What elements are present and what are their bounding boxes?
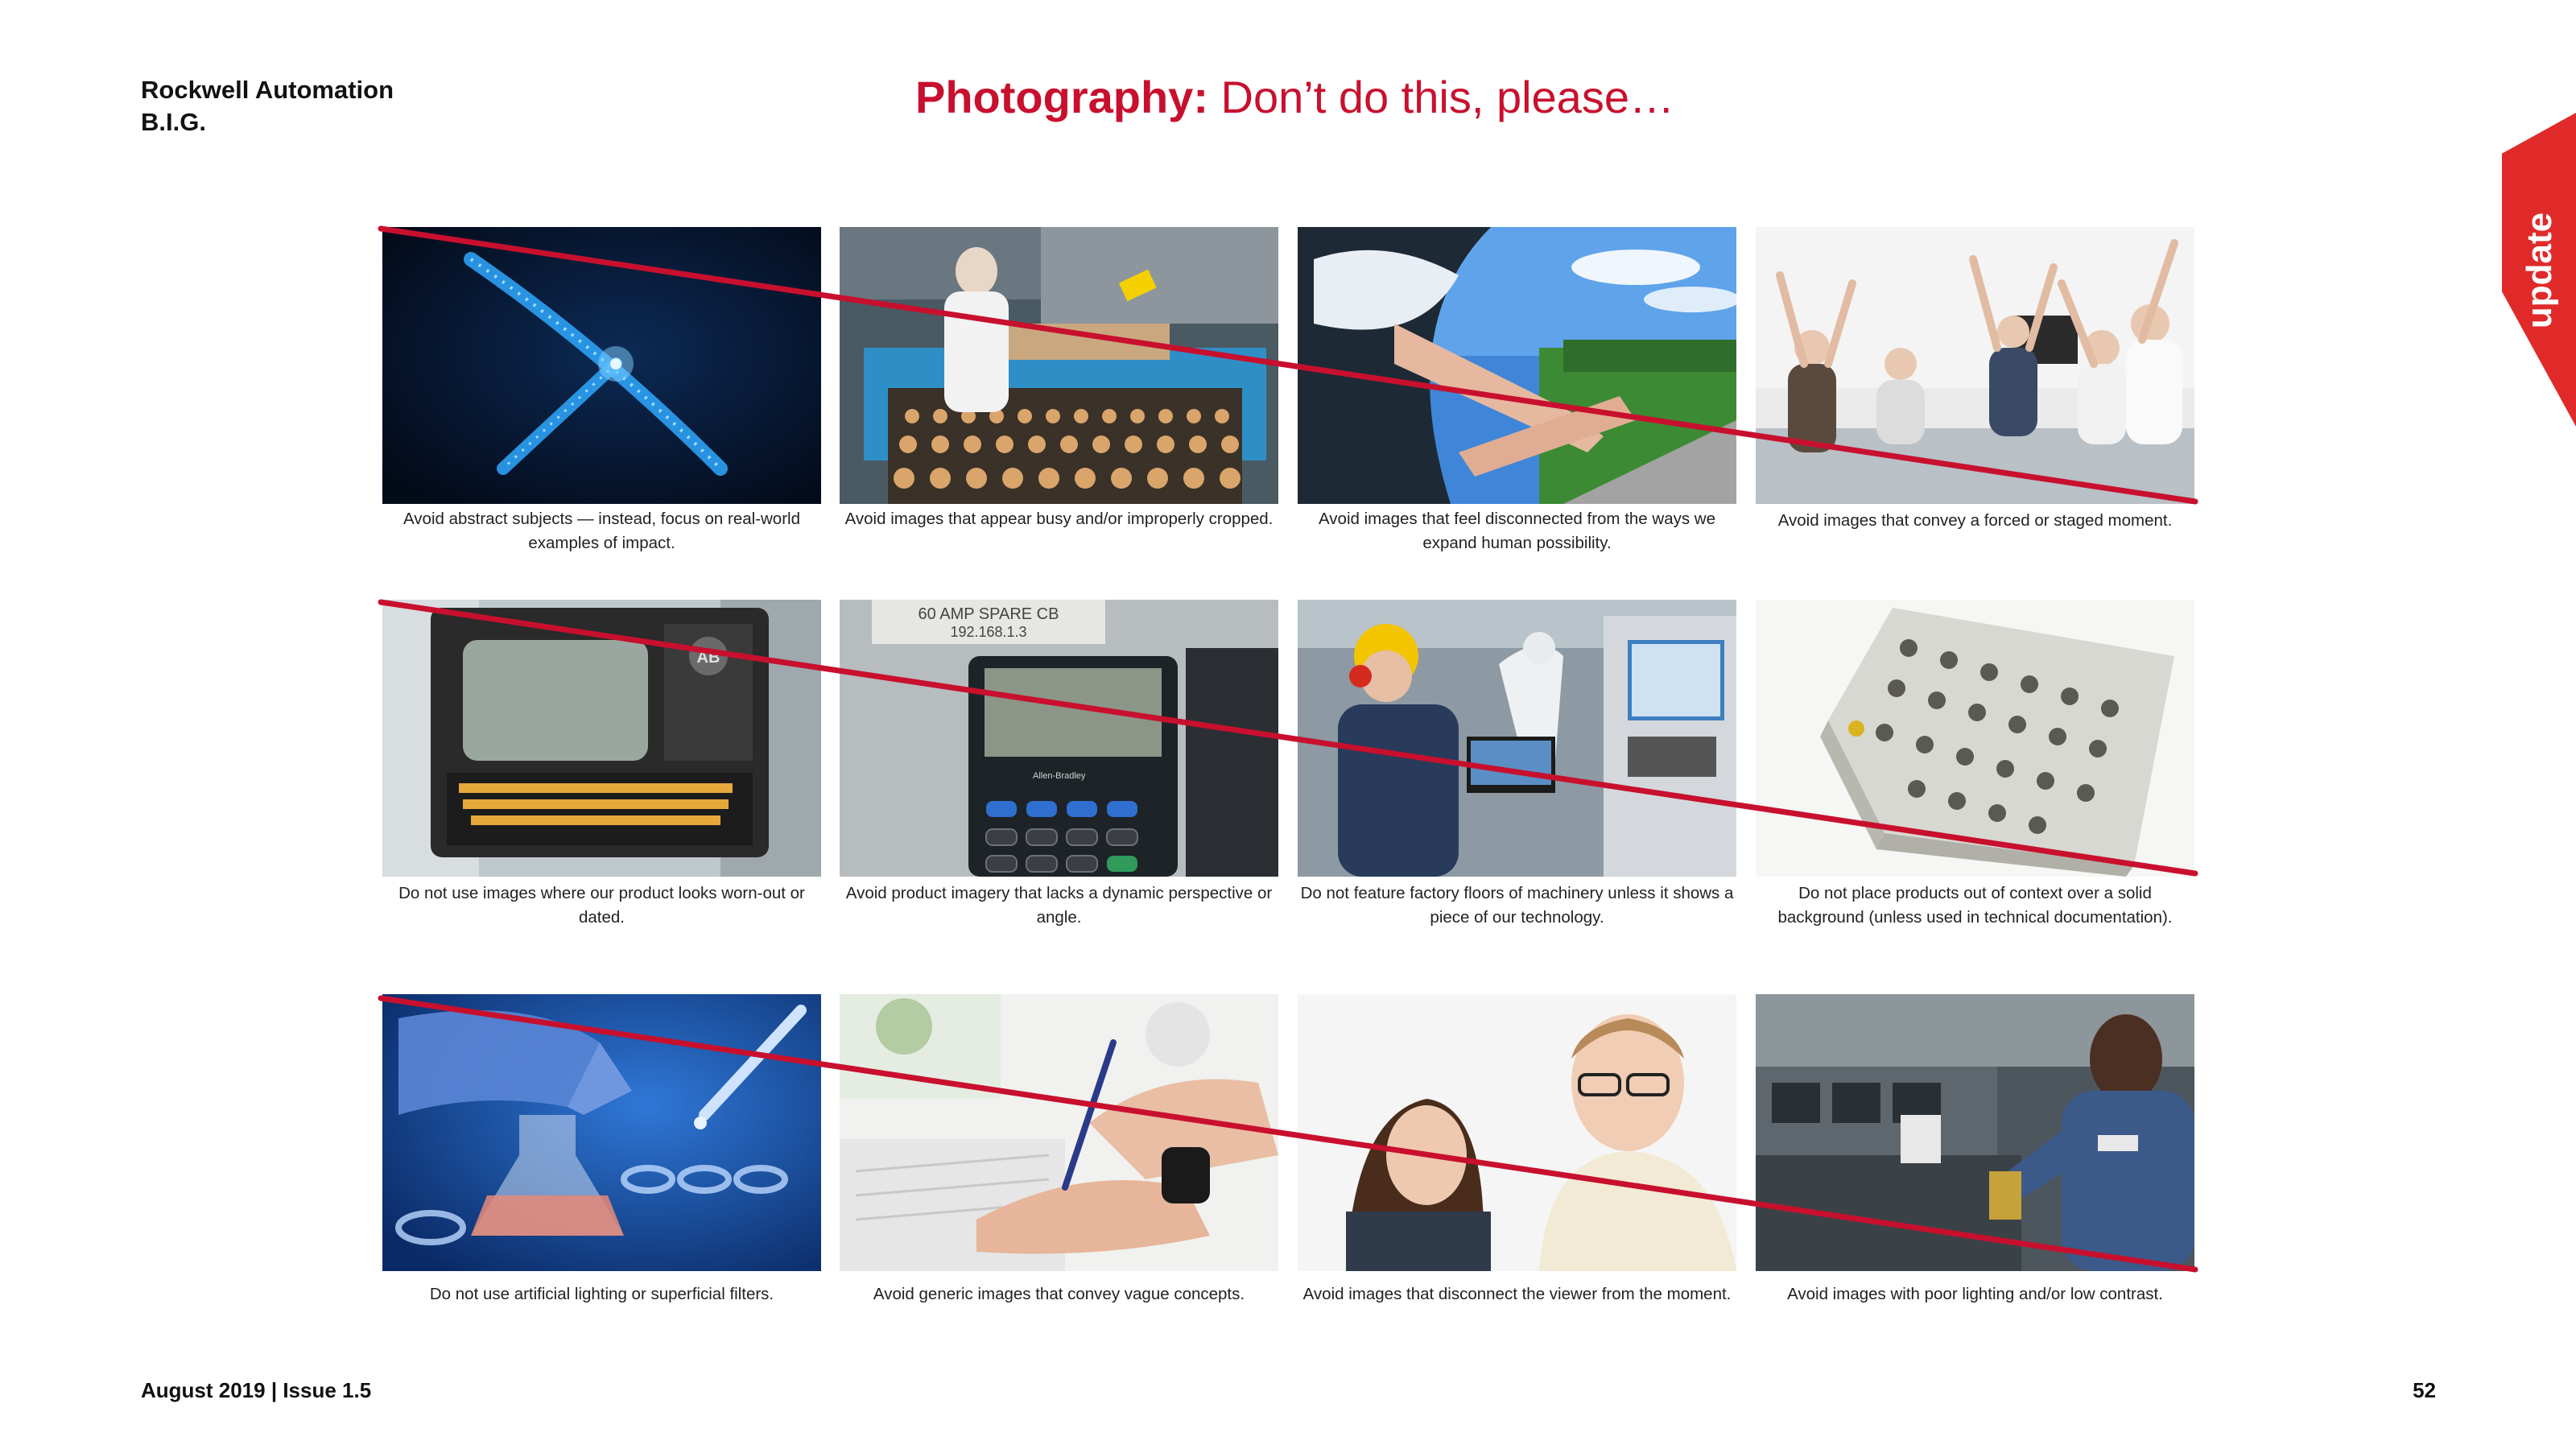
photo-out-of-context bbox=[1756, 600, 2194, 877]
brand-name: Rockwell Automation bbox=[141, 76, 394, 104]
page-title: Photography: Don’t do this, please… bbox=[915, 69, 1674, 126]
photo-poor-lighting bbox=[1756, 994, 2194, 1271]
caption-worn-out-product: Do not use images where our product look… bbox=[398, 884, 805, 927]
footer-date-issue: August 2019 | Issue 1.5 bbox=[141, 1378, 372, 1402]
page-title-rest: Don’t do this, please… bbox=[1208, 72, 1674, 122]
keypad-label-line2: 192.168.1.3 bbox=[950, 624, 1026, 640]
caption-poor-lighting: Avoid images with poor lighting and/or l… bbox=[1787, 1285, 2163, 1303]
terminal-badge: AB bbox=[697, 649, 720, 667]
keypad-label-line1: 60 AMP SPARE CB bbox=[919, 605, 1059, 623]
caption-forced-staged: Avoid images that convey a forced or sta… bbox=[1777, 511, 2173, 530]
caption-abstract-subject: Avoid abstract subjects — instead, focus… bbox=[402, 510, 800, 552]
caption-artificial-lighting: Do not use artificial lighting or superf… bbox=[429, 1285, 774, 1303]
page-number: 52 bbox=[2413, 1378, 2436, 1402]
photo-busy-cropped bbox=[840, 227, 1278, 504]
page-title-bold: Photography: bbox=[915, 72, 1208, 122]
photo-abstract-subject bbox=[382, 227, 821, 504]
caption-busy-cropped: Avoid images that appear busy and/or imp… bbox=[844, 510, 1274, 528]
update-tab-label: update bbox=[2520, 212, 2560, 329]
caption-out-of-context: Do not place products out of context ove… bbox=[1777, 884, 2173, 927]
caption-generic-concept: Avoid generic images that convey vague c… bbox=[873, 1285, 1245, 1303]
caption-disconnect-viewer: Avoid images that disconnect the viewer … bbox=[1302, 1285, 1732, 1303]
caption-factory-floor: Do not feature factory floors of machine… bbox=[1300, 884, 1734, 927]
caption-no-perspective: Avoid product imagery that lacks a dynam… bbox=[845, 884, 1273, 927]
photo-artificial-lighting bbox=[382, 994, 821, 1271]
photo-disconnected bbox=[1298, 227, 1736, 504]
keypad-brand: Allen-Bradley bbox=[1033, 771, 1086, 781]
photo-factory-floor bbox=[1298, 600, 1736, 877]
photo-forced-staged bbox=[1756, 227, 2194, 504]
photo-disconnect-viewer bbox=[1298, 994, 1736, 1271]
brand-block: Rockwell Automation B.I.G. bbox=[141, 74, 394, 138]
photo-generic-concept bbox=[840, 994, 1278, 1271]
photo-no-perspective: 60 AMP SPARE CB 192.168.1.3 Allen-Bradle… bbox=[840, 600, 1278, 877]
brand-subtitle: B.I.G. bbox=[141, 108, 206, 136]
caption-disconnected: Avoid images that feel disconnected from… bbox=[1318, 510, 1716, 552]
photo-worn-out-product: AB bbox=[382, 600, 821, 877]
